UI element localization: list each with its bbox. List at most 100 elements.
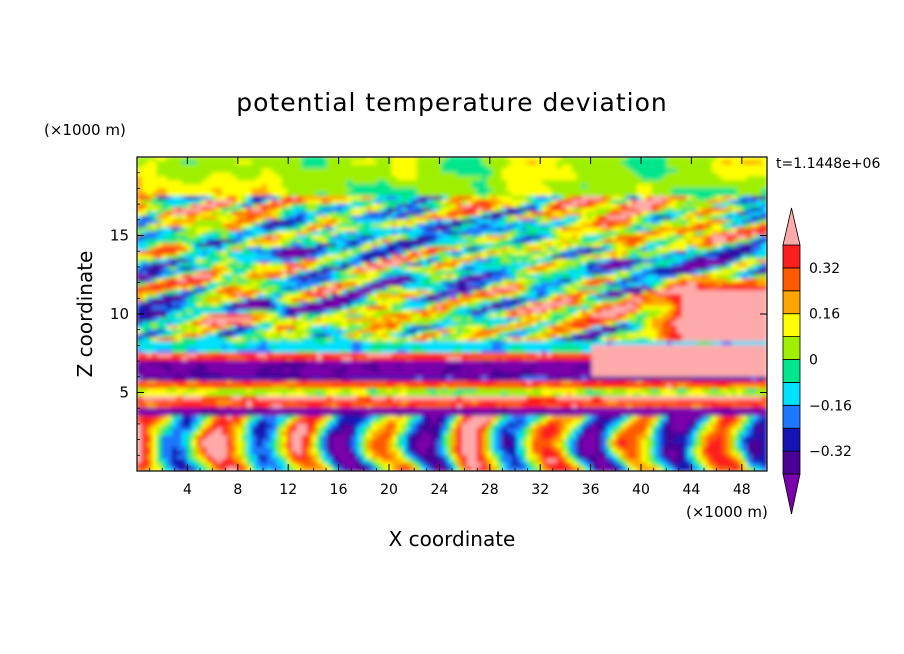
heatmap-cell (631, 301, 638, 307)
heatmap-cell (626, 262, 633, 268)
heatmap-cell (521, 235, 528, 240)
heatmap-cell (211, 294, 218, 299)
heatmap-cell (291, 305, 298, 311)
heatmap-cell (611, 168, 618, 173)
heatmap-cell (506, 180, 513, 185)
heatmap-cell (736, 278, 743, 283)
heatmap-cell (511, 258, 518, 264)
heatmap-cell (646, 203, 653, 209)
heatmap-cell (676, 278, 683, 283)
heatmap-cell (376, 199, 383, 205)
heatmap-cell (206, 192, 213, 197)
heatmap-cell (631, 274, 638, 279)
heatmap-cell (446, 243, 453, 248)
heatmap-cell (361, 227, 368, 232)
heatmap-cell (186, 250, 193, 256)
heatmap-cell (171, 305, 178, 311)
heatmap-cell (746, 215, 753, 221)
heatmap-cell (216, 298, 223, 303)
heatmap-cell (471, 215, 478, 221)
heatmap-cell (281, 207, 288, 213)
heatmap-cell (421, 274, 428, 279)
heatmap-cell (266, 160, 273, 166)
heatmap-cell (311, 168, 318, 173)
heatmap-cell (346, 305, 353, 311)
heatmap-cell (496, 262, 503, 268)
heatmap-cell (366, 227, 373, 232)
heatmap-cell (341, 250, 348, 256)
heatmap-cell (431, 176, 438, 181)
heatmap-cell (651, 274, 658, 279)
heatmap-cell (636, 274, 643, 279)
heatmap-cell (656, 180, 663, 185)
heatmap-cell (231, 215, 238, 221)
heatmap-cell (276, 231, 283, 236)
heatmap-cell (161, 157, 168, 162)
heatmap-cell (626, 270, 633, 276)
heatmap-cell (596, 235, 603, 240)
heatmap-cell (546, 203, 553, 209)
heatmap-cell (191, 286, 198, 291)
heatmap-cell (231, 211, 238, 217)
heatmap-cell (201, 309, 208, 315)
heatmap-cell (651, 270, 658, 276)
heatmap-cell (641, 172, 648, 177)
heatmap-cell (221, 278, 228, 283)
heatmap-cell (481, 157, 488, 162)
heatmap-cell (716, 211, 723, 217)
heatmap-cell (256, 282, 263, 287)
heatmap-cell (636, 239, 643, 244)
heatmap-cell (636, 243, 643, 248)
heatmap-cell (216, 219, 223, 225)
heatmap-cell (476, 164, 483, 170)
heatmap-cell (711, 195, 718, 201)
heatmap-cell (186, 301, 193, 307)
heatmap-cell (361, 157, 368, 162)
heatmap-cell (331, 192, 338, 197)
heatmap-cell (151, 227, 158, 232)
heatmap-cell (641, 266, 648, 272)
heatmap-cell (666, 262, 673, 268)
heatmap-cell (601, 243, 608, 248)
heatmap-cell (406, 301, 413, 307)
heatmap-cell (581, 235, 588, 240)
heatmap-cell (471, 286, 478, 291)
heatmap-cell (236, 157, 243, 162)
heatmap-cell (581, 301, 588, 307)
heatmap-cell (171, 164, 178, 170)
heatmap-cell (286, 223, 293, 228)
heatmap-cell (336, 195, 343, 201)
heatmap-cell (431, 270, 438, 276)
heatmap-cell (606, 286, 613, 291)
heatmap-cell (336, 211, 343, 217)
heatmap-cell (151, 290, 158, 295)
heatmap-cell (436, 298, 443, 303)
heatmap-cell (541, 243, 548, 248)
heatmap-cell (281, 270, 288, 276)
heatmap-cell (716, 192, 723, 197)
heatmap-cell (156, 172, 163, 177)
heatmap-cell (726, 203, 733, 209)
heatmap-cell (631, 207, 638, 213)
heatmap-cell (541, 298, 548, 303)
heatmap-cell (406, 192, 413, 197)
heatmap-cell (546, 195, 553, 201)
heatmap-cell (326, 309, 333, 315)
heatmap-cell (611, 203, 618, 209)
heatmap-cell (576, 305, 583, 311)
heatmap-cell (371, 235, 378, 240)
heatmap-cell (326, 203, 333, 209)
heatmap-cell (416, 254, 423, 260)
heatmap-cell (556, 243, 563, 248)
heatmap-cell (761, 235, 767, 240)
heatmap-cell (586, 305, 593, 311)
heatmap-cell (661, 227, 668, 232)
heatmap-cell (476, 192, 483, 197)
heatmap-cell (246, 176, 253, 181)
heatmap-cell (181, 298, 188, 303)
heatmap-cell (701, 278, 708, 283)
heatmap-cell (401, 164, 408, 170)
heatmap-cell (226, 219, 233, 225)
heatmap-cell (401, 298, 408, 303)
heatmap-cell (416, 199, 423, 205)
